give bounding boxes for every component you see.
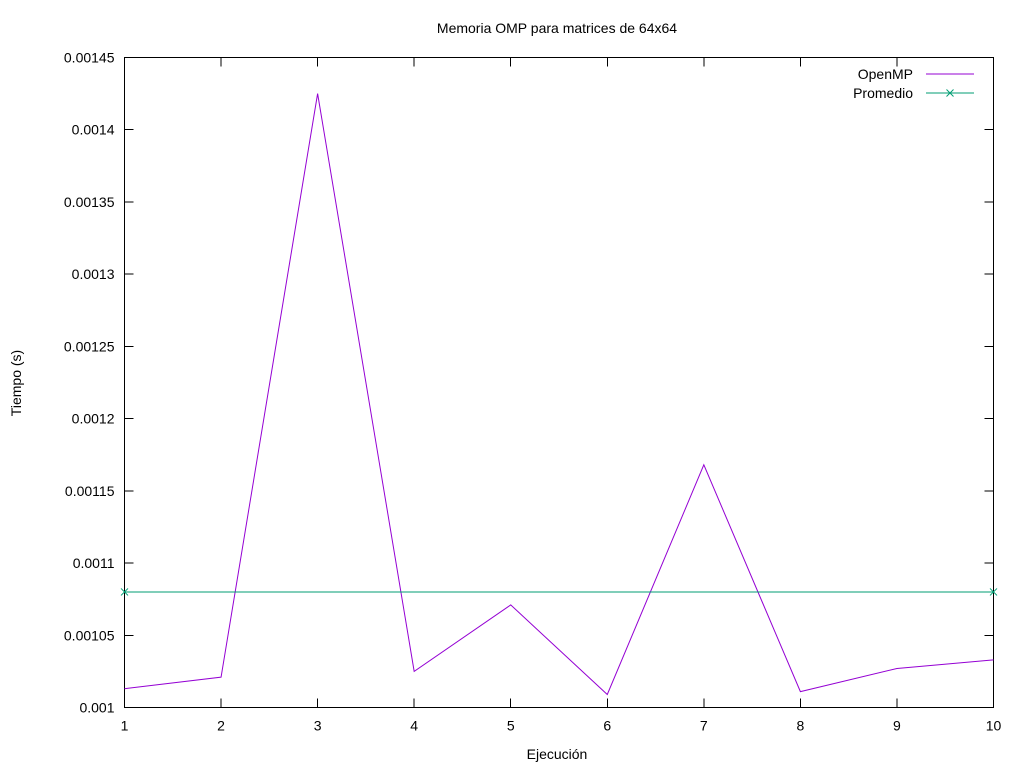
x-marker <box>120 588 129 596</box>
y-tick-label: 0.001 <box>79 700 114 716</box>
y-tick-label: 0.00115 <box>65 483 115 499</box>
y-tick-label: 0.00145 <box>64 50 115 66</box>
legend-label: Promedio <box>853 85 913 101</box>
x-tick-label: 6 <box>603 718 611 734</box>
series-line-openmp <box>124 93 994 696</box>
x-tick-label: 5 <box>507 718 515 734</box>
plot-frame <box>124 57 994 708</box>
y-axis-label: Tiempo (s) <box>8 350 24 416</box>
y-tick-label: 0.00105 <box>64 627 115 643</box>
legend: OpenMP Promedio <box>853 66 974 101</box>
x-tick-label: 7 <box>700 718 708 734</box>
x-tick-label: 4 <box>410 718 418 734</box>
chart-title: Memoria OMP para matrices de 64x64 <box>437 20 677 36</box>
legend-item: Promedio <box>853 85 974 101</box>
x-tick-label: 9 <box>893 718 901 734</box>
y-tick-label: 0.0014 <box>72 122 115 138</box>
x-tick-label: 1 <box>121 718 129 734</box>
x-tick-label: 2 <box>217 718 225 734</box>
legend-item: OpenMP <box>858 66 974 82</box>
y-tick-label: 0.00135 <box>64 194 115 210</box>
x-marker <box>989 588 998 596</box>
y-tick-label: 0.0011 <box>73 555 115 571</box>
y-axis-ticks: 0.001 0.00105 0.0011 0.00115 0.0012 0.00125 0.… <box>64 50 994 716</box>
series-layer <box>120 93 998 696</box>
x-tick-label: 10 <box>986 718 1002 734</box>
x-marker <box>946 89 954 97</box>
x-tick-label: 8 <box>796 718 804 734</box>
x-axis-label: Ejecución <box>527 746 588 762</box>
legend-label: OpenMP <box>858 66 913 82</box>
x-tick-label: 3 <box>314 718 322 734</box>
y-tick-label: 0.0013 <box>72 266 115 282</box>
y-tick-label: 0.00125 <box>64 338 115 354</box>
y-tick-label: 0.0012 <box>72 411 115 427</box>
x-axis-ticks: 1 2 3 4 5 6 7 8 9 10 <box>121 57 1002 734</box>
